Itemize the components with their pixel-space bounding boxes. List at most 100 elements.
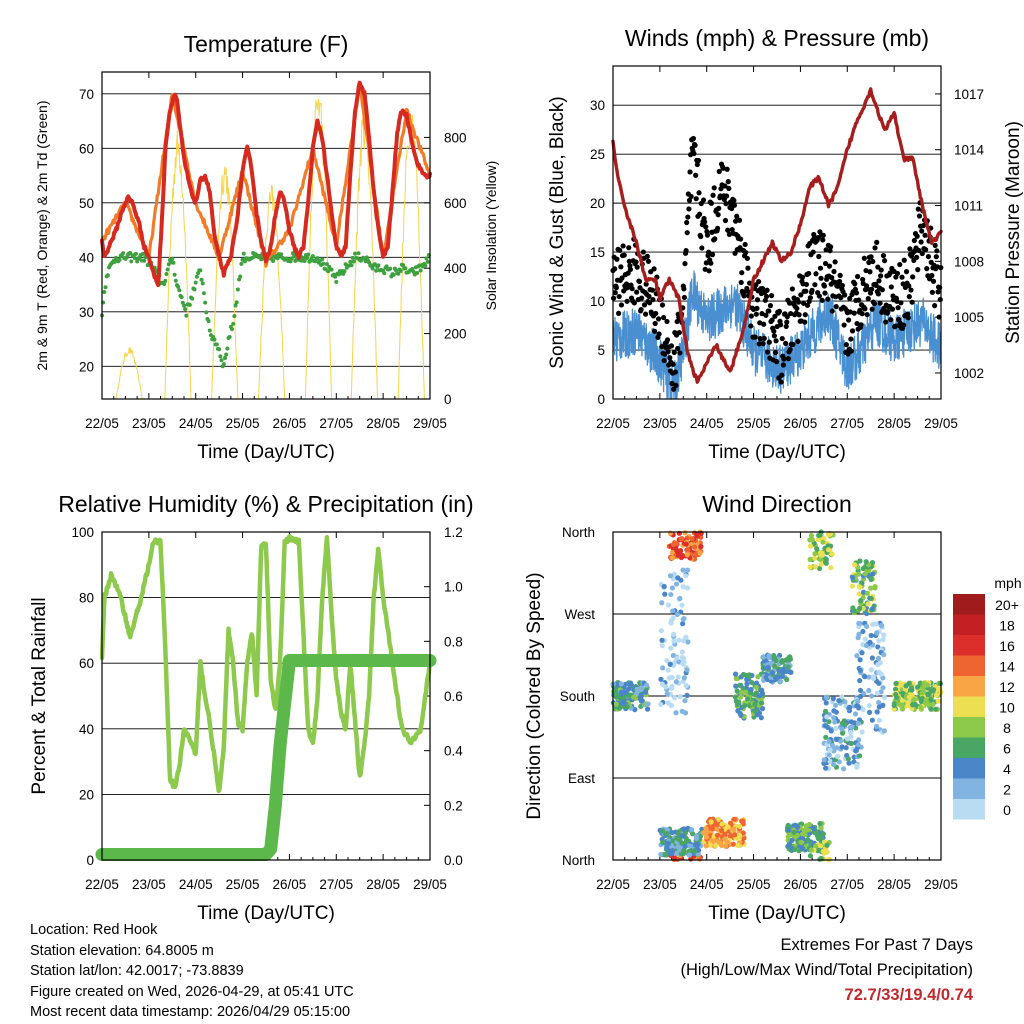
gust-point	[804, 302, 811, 308]
gust-point	[901, 322, 907, 328]
y2-tick-label: 1005	[954, 310, 984, 325]
dewpoint-point	[200, 281, 205, 286]
direction-point	[675, 575, 681, 581]
dewpoint-point	[424, 256, 429, 261]
gust-point	[918, 239, 924, 245]
dewpoint-point	[204, 310, 209, 315]
gust-point	[892, 323, 898, 329]
direction-point	[660, 828, 666, 834]
direction-point	[746, 674, 752, 680]
chart-panel-3: Relative Humidity (%) & Precipitation (i…	[29, 491, 474, 924]
direction-point	[738, 712, 744, 718]
gust-point	[696, 190, 702, 196]
gust-point	[616, 293, 622, 300]
dewpoint-point	[198, 268, 203, 273]
direction-point	[795, 824, 801, 830]
dewpoint-point	[225, 346, 230, 351]
direction-point	[731, 816, 738, 822]
gust-point	[641, 302, 648, 308]
direction-point	[786, 827, 792, 833]
direction-point	[714, 832, 721, 838]
dewpoint-point	[133, 251, 138, 256]
dewpoint-point	[356, 251, 361, 256]
gust-point	[646, 300, 653, 306]
gust-point	[744, 255, 750, 262]
gust-point	[671, 349, 677, 355]
chart-panel-1: Temperature (F) Time (Day/UTC) 22/05 23/05 2…	[34, 31, 499, 463]
gust-point	[677, 350, 683, 356]
dewpoint-point	[192, 287, 197, 292]
gust-point	[858, 322, 864, 328]
direction-point	[868, 576, 874, 583]
direction-point	[772, 655, 778, 661]
gust-point	[795, 338, 801, 345]
plot-frame	[612, 65, 942, 400]
gust-point	[696, 211, 703, 217]
gust-point	[835, 283, 841, 289]
dewpoint-point	[423, 263, 428, 268]
gust-point	[731, 202, 738, 208]
gust-point	[626, 258, 632, 264]
direction-point	[666, 849, 672, 856]
direction-point	[755, 674, 761, 680]
direction-point	[870, 571, 876, 577]
direction-point	[722, 836, 728, 842]
direction-point	[732, 671, 739, 677]
direction-point	[669, 683, 675, 689]
y-tick-label: 0	[86, 853, 94, 868]
y-tick-label: East	[568, 771, 595, 786]
x-tick-label: 29/05	[924, 416, 958, 431]
direction-point	[659, 637, 665, 643]
x-axis-label: Time (Day/UTC)	[197, 903, 335, 924]
dewpoint-point	[238, 274, 243, 279]
gust-point	[854, 273, 861, 280]
direction-point	[708, 819, 714, 825]
direction-point	[839, 744, 845, 750]
gust-point	[898, 300, 904, 306]
direction-point	[824, 714, 830, 720]
dewpoint-point	[315, 256, 320, 261]
gust-point	[756, 341, 762, 347]
direction-point	[785, 664, 791, 670]
direction-point	[680, 833, 686, 839]
gust-point	[922, 232, 928, 238]
direction-point	[658, 628, 664, 634]
gust-point	[768, 293, 775, 299]
direction-point	[683, 541, 689, 547]
direction-point	[836, 759, 842, 765]
gust-point	[738, 279, 744, 286]
gust-point	[655, 316, 662, 322]
x-tick-label: 23/05	[132, 416, 166, 431]
direction-point	[765, 664, 771, 670]
direction-point	[682, 843, 688, 850]
direction-point	[857, 753, 863, 759]
direction-point	[881, 632, 887, 638]
gust-point	[673, 382, 679, 388]
direction-point	[785, 837, 791, 843]
gust-point	[692, 142, 698, 148]
legend-swatch	[953, 696, 985, 717]
direction-point	[891, 706, 897, 712]
direction-point	[639, 685, 645, 691]
gust-point	[694, 161, 700, 168]
direction-point	[869, 655, 875, 661]
gust-point	[888, 284, 894, 290]
direction-point	[859, 580, 865, 586]
direction-point	[686, 843, 692, 849]
gust-point	[822, 290, 828, 296]
gust-point	[820, 232, 826, 238]
gust-point	[736, 217, 743, 223]
gust-point	[853, 290, 860, 296]
gust-point	[664, 318, 670, 325]
direction-point	[758, 715, 764, 721]
legend-swatch	[953, 737, 985, 758]
direction-point	[703, 834, 710, 840]
direction-point	[826, 752, 832, 758]
direction-point	[707, 842, 713, 848]
location-text: Location: Red Hook	[30, 922, 158, 938]
dewpoint-point	[396, 271, 401, 276]
x-tick-label: 29/05	[413, 416, 447, 431]
gust-point	[787, 346, 793, 353]
direction-point	[855, 742, 862, 748]
gust-point	[756, 278, 762, 285]
